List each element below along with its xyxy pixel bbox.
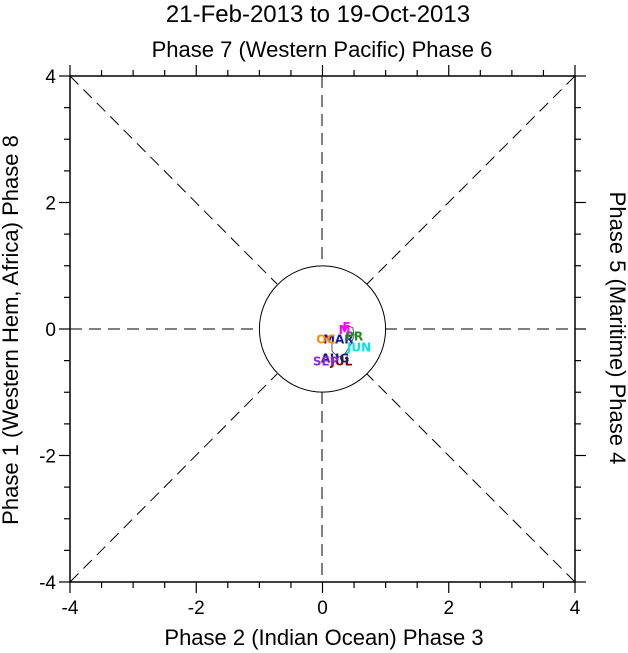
trajectory — [331, 325, 355, 359]
month-label-jul: JUL — [329, 355, 352, 369]
month-label-jun: JUN — [346, 341, 371, 355]
month-label-feb: F — [342, 320, 350, 334]
month-label-sep: SEP — [313, 355, 339, 369]
divider-diag-bottom-left — [69, 373, 278, 583]
trajectory-line — [331, 325, 355, 359]
month-label-apr: PR — [345, 329, 363, 343]
unit-circle — [258, 265, 387, 393]
axis-ticks — [59, 65, 586, 593]
left-phase-label: Phase 1 (Western Hem, Africa) Phase 8 — [0, 135, 23, 525]
bottom-phase-label: Phase 2 (Indian Ocean) Phase 3 — [164, 625, 483, 650]
x-tick-label: -2 — [188, 598, 205, 619]
y-tick-label: 0 — [45, 320, 56, 341]
divider-diag-top-left — [69, 75, 278, 285]
y-tick-label: 2 — [45, 194, 56, 215]
month-label-may: M — [339, 323, 351, 337]
x-tick-label: -4 — [62, 598, 79, 619]
phase-dividers — [69, 75, 576, 583]
x-tick-label: 0 — [317, 598, 328, 619]
divider-diag-bottom-right — [366, 373, 576, 583]
top-phase-label: Phase 7 (Western Pacific) Phase 6 — [152, 37, 493, 62]
chart-title: 21-Feb-2013 to 19-Oct-2013 — [166, 1, 470, 28]
y-tick-label: 4 — [45, 67, 56, 88]
month-label-oct: OC — [316, 333, 335, 347]
y-tick-label: -2 — [39, 447, 56, 468]
y-tick-label: -4 — [39, 573, 56, 594]
month-label-aug: AUG — [321, 352, 350, 366]
divider-diag-top-right — [366, 75, 576, 285]
right-phase-label: Phase 5 (Maritime) Phase 4 — [605, 192, 628, 465]
x-tick-label: 2 — [443, 598, 454, 619]
axis-tick-labels: -4 -2 0 2 4 -4 -2 0 2 4 — [39, 67, 581, 619]
month-label-mar: MAR — [323, 333, 353, 347]
x-tick-label: 4 — [570, 598, 581, 619]
